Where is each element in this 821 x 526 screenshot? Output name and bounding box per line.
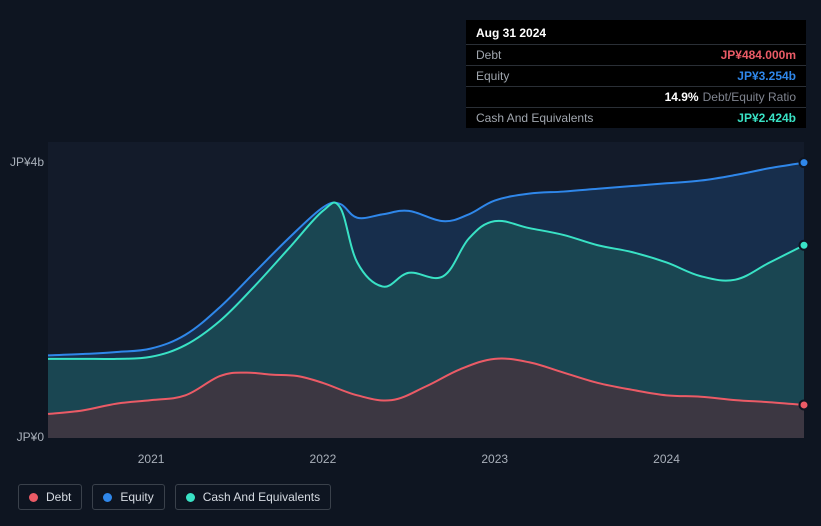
tooltip-row-label: Debt: [476, 48, 501, 62]
tooltip-row-label: Equity: [476, 69, 509, 83]
legend-item-label: Debt: [46, 490, 71, 504]
tooltip-row: Equity JP¥3.254b: [466, 65, 806, 86]
legend-item-debt[interactable]: Debt: [18, 484, 82, 510]
chart-tooltip: Aug 31 2024 Debt JP¥484.000m Equity JP¥3.25…: [466, 20, 806, 128]
chart-container: { "chart": { "type": "area", "background…: [0, 0, 821, 526]
legend-dot-icon: [29, 493, 38, 502]
legend-item-label: Cash And Equivalents: [203, 490, 320, 504]
legend-item-equity[interactable]: Equity: [92, 484, 164, 510]
chart-legend: Debt Equity Cash And Equivalents: [18, 484, 331, 510]
tooltip-row: Debt JP¥484.000m: [466, 44, 806, 65]
legend-item-label: Equity: [120, 490, 153, 504]
legend-dot-icon: [103, 493, 112, 502]
legend-item-cash[interactable]: Cash And Equivalents: [175, 484, 331, 510]
tooltip-row-value: JP¥484.000m: [721, 48, 796, 62]
tooltip-title: Aug 31 2024: [466, 20, 806, 44]
x-axis-label: 2023: [481, 452, 508, 466]
tooltip-row: 14.9%Debt/Equity Ratio: [466, 86, 806, 107]
tooltip-row-suffix: Debt/Equity Ratio: [703, 90, 796, 104]
series-end-dot-debt: [800, 400, 809, 409]
x-axis-label: 2021: [138, 452, 165, 466]
y-axis-label: JP¥0: [2, 430, 44, 444]
tooltip-row-value: JP¥2.424b: [737, 111, 796, 125]
y-axis-label: JP¥4b: [2, 155, 44, 169]
series-end-dot-equity: [800, 158, 809, 167]
x-axis-label: 2024: [653, 452, 680, 466]
legend-dot-icon: [186, 493, 195, 502]
tooltip-row-value: JP¥3.254b: [737, 69, 796, 83]
tooltip-row-label: Cash And Equivalents: [476, 111, 593, 125]
series-end-dot-cash: [800, 241, 809, 250]
tooltip-row-value: 14.9%Debt/Equity Ratio: [665, 90, 796, 104]
tooltip-row: Cash And Equivalents JP¥2.424b: [466, 107, 806, 128]
x-axis-label: 2022: [310, 452, 337, 466]
